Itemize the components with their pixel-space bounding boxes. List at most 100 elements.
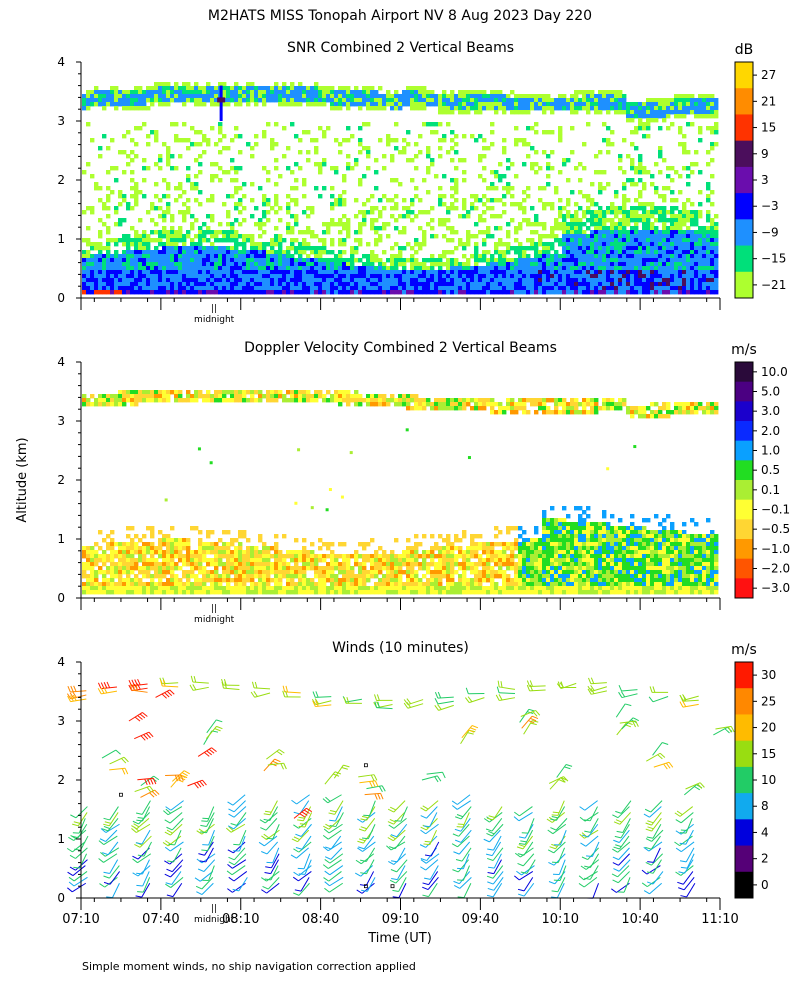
snr-cell [546, 102, 551, 107]
snr-cell [614, 286, 619, 291]
snr-cell [330, 106, 335, 111]
snr-cell [486, 146, 491, 151]
snr-cell [514, 290, 519, 295]
snr-cell [674, 106, 679, 111]
velocity-cell [250, 578, 255, 583]
snr-cell [594, 290, 599, 295]
snr-cell [358, 278, 363, 283]
snr-cell [310, 138, 315, 143]
snr-cell [482, 286, 487, 291]
snr-cell [346, 102, 351, 107]
velocity-cell [170, 558, 175, 563]
snr-cell [178, 94, 183, 99]
snr-cell [610, 90, 615, 95]
velocity-cell [210, 574, 215, 579]
snr-cell [638, 238, 643, 243]
velocity-cell [126, 562, 131, 567]
velocity-cell [106, 578, 111, 583]
snr-cell [378, 234, 383, 239]
snr-cell [114, 290, 119, 295]
snr-cell [694, 262, 699, 267]
snr-cell [210, 198, 215, 203]
snr-cell [258, 246, 263, 251]
snr-cell [666, 102, 671, 107]
snr-cell [206, 270, 211, 275]
snr-cell [90, 290, 95, 295]
snr-cell [406, 270, 411, 275]
snr-cell [442, 106, 447, 111]
snr-cell [330, 218, 335, 223]
snr-cell [334, 266, 339, 271]
colorbar-label: 3 [761, 173, 769, 187]
snr-cell [682, 102, 687, 107]
snr-cell [438, 198, 443, 203]
snr-cell [626, 290, 631, 295]
velocity-cell [250, 570, 255, 575]
snr-cell [482, 154, 487, 159]
snr-cell [502, 270, 507, 275]
snr-cell [466, 214, 471, 219]
snr-cell [602, 250, 607, 255]
snr-cell [558, 278, 563, 283]
snr-cell [554, 218, 559, 223]
snr-cell [562, 214, 567, 219]
snr-cell [610, 282, 615, 287]
velocity-cell [298, 398, 303, 403]
snr-cell [250, 242, 255, 247]
snr-cell [366, 262, 371, 267]
snr-cell [354, 246, 359, 251]
snr-cell [446, 290, 451, 295]
snr-cell [394, 262, 399, 267]
snr-cell [490, 122, 495, 127]
snr-cell [466, 274, 471, 279]
snr-cell [394, 122, 399, 127]
snr-cell [430, 226, 435, 231]
velocity-cell [82, 546, 87, 551]
snr-cell [562, 206, 567, 211]
velocity-cell [158, 530, 163, 535]
snr-cell [566, 250, 571, 255]
snr-cell [146, 242, 151, 247]
snr-cell [654, 210, 659, 215]
snr-cell [98, 146, 103, 151]
velocity-cell [234, 390, 239, 395]
snr-cell [578, 90, 583, 95]
snr-cell [130, 250, 135, 255]
snr-cell [430, 98, 435, 103]
velocity-cell [142, 590, 147, 595]
snr-cell [494, 270, 499, 275]
snr-cell [662, 274, 667, 279]
velocity-cell [126, 550, 131, 555]
snr-cell [402, 94, 407, 99]
snr-cell [306, 262, 311, 267]
snr-cell [450, 278, 455, 283]
velocity-cell [142, 570, 147, 575]
snr-cell [414, 290, 419, 295]
snr-cell [582, 254, 587, 259]
snr-cell [654, 102, 659, 107]
snr-cell [82, 278, 87, 283]
velocity-cell [174, 542, 179, 547]
snr-cell [362, 286, 367, 291]
snr-cell [166, 230, 171, 235]
snr-cell [134, 270, 139, 275]
snr-cell [186, 82, 191, 87]
velocity-cell [158, 586, 163, 591]
snr-cell [114, 278, 119, 283]
snr-cell [146, 86, 151, 91]
snr-cell [230, 262, 235, 267]
snr-cell [558, 274, 563, 279]
velocity-cell [238, 530, 243, 535]
snr-cell [142, 278, 147, 283]
snr-cell [578, 290, 583, 295]
snr-cell [262, 194, 267, 199]
snr-cell [302, 98, 307, 103]
velocity-cell [298, 566, 303, 571]
snr-cell [526, 266, 531, 271]
snr-cell [190, 262, 195, 267]
snr-cell [690, 278, 695, 283]
velocity-cell [246, 586, 251, 591]
snr-cell [142, 122, 147, 127]
snr-cell [698, 130, 703, 135]
snr-cell [394, 278, 399, 283]
